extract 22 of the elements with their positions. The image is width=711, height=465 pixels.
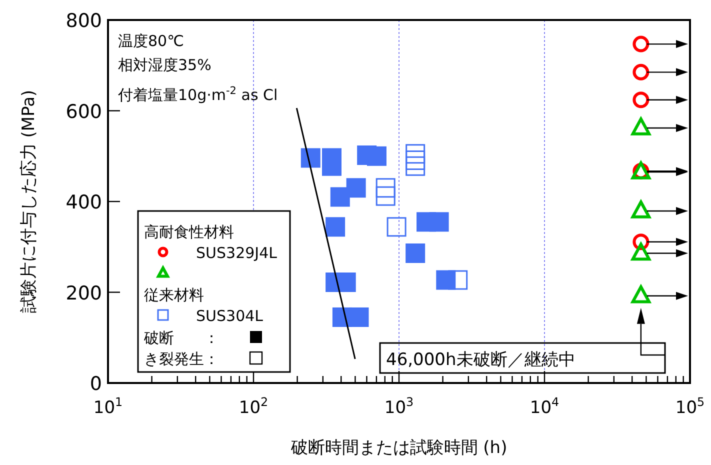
annotation: 温度80℃	[118, 32, 184, 50]
x-tick-label: 10$^{5}$	[675, 395, 705, 418]
annotation: 破断 ：	[143, 329, 219, 347]
x-tick-label: 10$^{4}$	[530, 395, 560, 418]
legend-label: SUS304L	[196, 307, 264, 325]
x-tick-label: 10$^{2}$	[238, 395, 268, 418]
annotation: 付着塩量10g·m$^{-2}$ as Cl	[117, 85, 278, 104]
y-tick-label: 400	[66, 192, 102, 214]
annotation: 高耐食性材料	[144, 223, 234, 241]
x-tick-label: 10$^{1}$	[93, 395, 123, 418]
x-axis-title: 破断時間または試験時間 (h)	[290, 438, 508, 458]
x-tick-label: 10$^{3}$	[384, 395, 414, 418]
y-tick-label: 0	[90, 373, 102, 395]
y-axis-title: 試験片に付与した応力 (MPa)	[19, 90, 39, 314]
annotation: 46,000h未破断／継続中	[386, 350, 576, 370]
y-tick-label: 800	[66, 10, 102, 32]
annotation: 従来材料	[144, 286, 204, 304]
y-tick-label: 200	[66, 282, 102, 304]
annotation: き裂発生：	[144, 350, 219, 368]
legend-label: SUS329J4L	[196, 244, 278, 262]
annotation: 相対湿度35%	[118, 56, 212, 74]
y-tick-label: 600	[66, 100, 102, 123]
